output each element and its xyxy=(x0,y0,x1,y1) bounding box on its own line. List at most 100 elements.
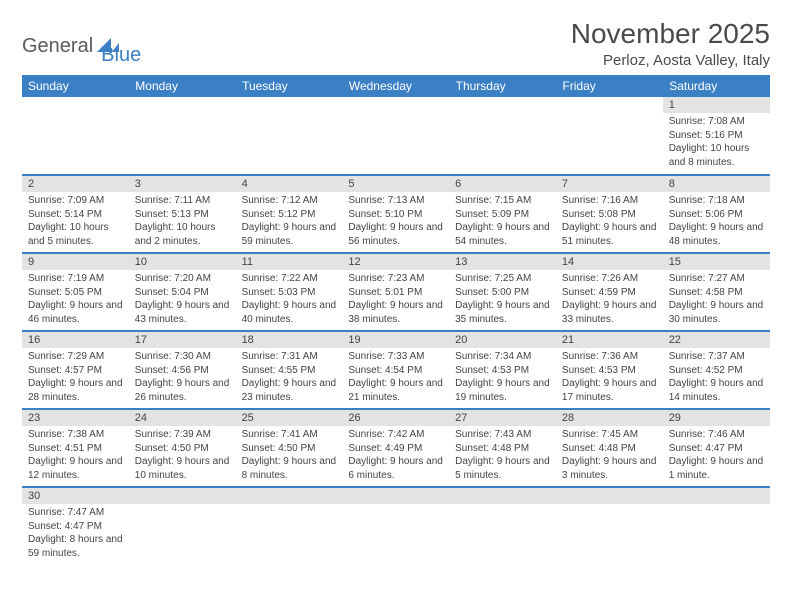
daylight-text: Daylight: 9 hours and 43 minutes. xyxy=(135,299,230,326)
day-number: 21 xyxy=(556,332,663,348)
calendar-cell: 13Sunrise: 7:25 AMSunset: 5:00 PMDayligh… xyxy=(449,253,556,331)
calendar-cell: 8Sunrise: 7:18 AMSunset: 5:06 PMDaylight… xyxy=(663,175,770,253)
day-number: 3 xyxy=(129,176,236,192)
sunset-text: Sunset: 4:53 PM xyxy=(562,364,657,378)
daylight-text: Daylight: 9 hours and 19 minutes. xyxy=(455,377,550,404)
calendar-cell xyxy=(236,97,343,175)
calendar-cell: 28Sunrise: 7:45 AMSunset: 4:48 PMDayligh… xyxy=(556,409,663,487)
sunrise-text: Sunrise: 7:42 AM xyxy=(348,428,443,442)
sunrise-text: Sunrise: 7:27 AM xyxy=(669,272,764,286)
daylight-text: Daylight: 9 hours and 10 minutes. xyxy=(135,455,230,482)
sunset-text: Sunset: 4:56 PM xyxy=(135,364,230,378)
daylight-text: Daylight: 9 hours and 1 minute. xyxy=(669,455,764,482)
sunset-text: Sunset: 4:52 PM xyxy=(669,364,764,378)
sunrise-text: Sunrise: 7:39 AM xyxy=(135,428,230,442)
sunset-text: Sunset: 4:50 PM xyxy=(135,442,230,456)
calendar-cell xyxy=(663,487,770,565)
day-details: Sunrise: 7:18 AMSunset: 5:06 PMDaylight:… xyxy=(663,192,770,252)
sunset-text: Sunset: 5:10 PM xyxy=(348,208,443,222)
calendar-cell: 19Sunrise: 7:33 AMSunset: 4:54 PMDayligh… xyxy=(342,331,449,409)
calendar-cell xyxy=(236,487,343,565)
day-number: 15 xyxy=(663,254,770,270)
sunrise-text: Sunrise: 7:43 AM xyxy=(455,428,550,442)
calendar-cell: 27Sunrise: 7:43 AMSunset: 4:48 PMDayligh… xyxy=(449,409,556,487)
sunset-text: Sunset: 4:55 PM xyxy=(242,364,337,378)
day-details: Sunrise: 7:29 AMSunset: 4:57 PMDaylight:… xyxy=(22,348,129,408)
daylight-text: Daylight: 10 hours and 2 minutes. xyxy=(135,221,230,248)
sunset-text: Sunset: 5:08 PM xyxy=(562,208,657,222)
day-number: 29 xyxy=(663,410,770,426)
day-number: 5 xyxy=(342,176,449,192)
sunset-text: Sunset: 5:09 PM xyxy=(455,208,550,222)
title-block: November 2025 Perloz, Aosta Valley, Ital… xyxy=(571,18,770,69)
day-details: Sunrise: 7:12 AMSunset: 5:12 PMDaylight:… xyxy=(236,192,343,252)
sunrise-text: Sunrise: 7:09 AM xyxy=(28,194,123,208)
weekday-header: Wednesday xyxy=(342,75,449,97)
day-number: 30 xyxy=(22,488,129,504)
calendar-week-row: 30Sunrise: 7:47 AMSunset: 4:47 PMDayligh… xyxy=(22,487,770,565)
sunset-text: Sunset: 5:04 PM xyxy=(135,286,230,300)
day-details: Sunrise: 7:09 AMSunset: 5:14 PMDaylight:… xyxy=(22,192,129,252)
calendar-cell: 9Sunrise: 7:19 AMSunset: 5:05 PMDaylight… xyxy=(22,253,129,331)
sunrise-text: Sunrise: 7:11 AM xyxy=(135,194,230,208)
day-details: Sunrise: 7:15 AMSunset: 5:09 PMDaylight:… xyxy=(449,192,556,252)
calendar-table: Sunday Monday Tuesday Wednesday Thursday… xyxy=(22,75,770,565)
day-details: Sunrise: 7:20 AMSunset: 5:04 PMDaylight:… xyxy=(129,270,236,330)
daylight-text: Daylight: 9 hours and 26 minutes. xyxy=(135,377,230,404)
sunrise-text: Sunrise: 7:41 AM xyxy=(242,428,337,442)
sunset-text: Sunset: 5:14 PM xyxy=(28,208,123,222)
calendar-cell xyxy=(129,487,236,565)
weekday-header: Monday xyxy=(129,75,236,97)
daylight-text: Daylight: 9 hours and 14 minutes. xyxy=(669,377,764,404)
day-number: 18 xyxy=(236,332,343,348)
sunrise-text: Sunrise: 7:36 AM xyxy=(562,350,657,364)
day-number: 12 xyxy=(342,254,449,270)
day-number: 24 xyxy=(129,410,236,426)
day-number: 14 xyxy=(556,254,663,270)
sunrise-text: Sunrise: 7:29 AM xyxy=(28,350,123,364)
sunset-text: Sunset: 4:54 PM xyxy=(348,364,443,378)
day-details: Sunrise: 7:42 AMSunset: 4:49 PMDaylight:… xyxy=(342,426,449,486)
calendar-cell: 23Sunrise: 7:38 AMSunset: 4:51 PMDayligh… xyxy=(22,409,129,487)
sunrise-text: Sunrise: 7:13 AM xyxy=(348,194,443,208)
sunrise-text: Sunrise: 7:30 AM xyxy=(135,350,230,364)
daylight-text: Daylight: 9 hours and 46 minutes. xyxy=(28,299,123,326)
daylight-text: Daylight: 9 hours and 51 minutes. xyxy=(562,221,657,248)
sunrise-text: Sunrise: 7:45 AM xyxy=(562,428,657,442)
sunset-text: Sunset: 5:06 PM xyxy=(669,208,764,222)
day-details: Sunrise: 7:08 AMSunset: 5:16 PMDaylight:… xyxy=(663,113,770,173)
day-details: Sunrise: 7:34 AMSunset: 4:53 PMDaylight:… xyxy=(449,348,556,408)
weekday-header: Saturday xyxy=(663,75,770,97)
sunset-text: Sunset: 4:48 PM xyxy=(455,442,550,456)
day-details: Sunrise: 7:46 AMSunset: 4:47 PMDaylight:… xyxy=(663,426,770,486)
daylight-text: Daylight: 9 hours and 8 minutes. xyxy=(242,455,337,482)
calendar-cell xyxy=(129,97,236,175)
calendar-cell: 25Sunrise: 7:41 AMSunset: 4:50 PMDayligh… xyxy=(236,409,343,487)
location-subtitle: Perloz, Aosta Valley, Italy xyxy=(571,52,770,69)
calendar-cell: 30Sunrise: 7:47 AMSunset: 4:47 PMDayligh… xyxy=(22,487,129,565)
daylight-text: Daylight: 9 hours and 3 minutes. xyxy=(562,455,657,482)
day-details: Sunrise: 7:47 AMSunset: 4:47 PMDaylight:… xyxy=(22,504,129,564)
sunrise-text: Sunrise: 7:18 AM xyxy=(669,194,764,208)
daylight-text: Daylight: 10 hours and 5 minutes. xyxy=(28,221,123,248)
day-number: 6 xyxy=(449,176,556,192)
sunrise-text: Sunrise: 7:20 AM xyxy=(135,272,230,286)
sunrise-text: Sunrise: 7:16 AM xyxy=(562,194,657,208)
calendar-cell: 22Sunrise: 7:37 AMSunset: 4:52 PMDayligh… xyxy=(663,331,770,409)
day-number: 19 xyxy=(342,332,449,348)
calendar-cell: 6Sunrise: 7:15 AMSunset: 5:09 PMDaylight… xyxy=(449,175,556,253)
logo: General Blue xyxy=(22,26,141,67)
sunset-text: Sunset: 4:59 PM xyxy=(562,286,657,300)
sunrise-text: Sunrise: 7:34 AM xyxy=(455,350,550,364)
sunrise-text: Sunrise: 7:15 AM xyxy=(455,194,550,208)
sunset-text: Sunset: 4:48 PM xyxy=(562,442,657,456)
day-number: 17 xyxy=(129,332,236,348)
day-number: 8 xyxy=(663,176,770,192)
day-details: Sunrise: 7:16 AMSunset: 5:08 PMDaylight:… xyxy=(556,192,663,252)
calendar-cell: 2Sunrise: 7:09 AMSunset: 5:14 PMDaylight… xyxy=(22,175,129,253)
day-number: 22 xyxy=(663,332,770,348)
daylight-text: Daylight: 9 hours and 23 minutes. xyxy=(242,377,337,404)
daylight-text: Daylight: 9 hours and 48 minutes. xyxy=(669,221,764,248)
calendar-header-row: Sunday Monday Tuesday Wednesday Thursday… xyxy=(22,75,770,97)
sunrise-text: Sunrise: 7:23 AM xyxy=(348,272,443,286)
